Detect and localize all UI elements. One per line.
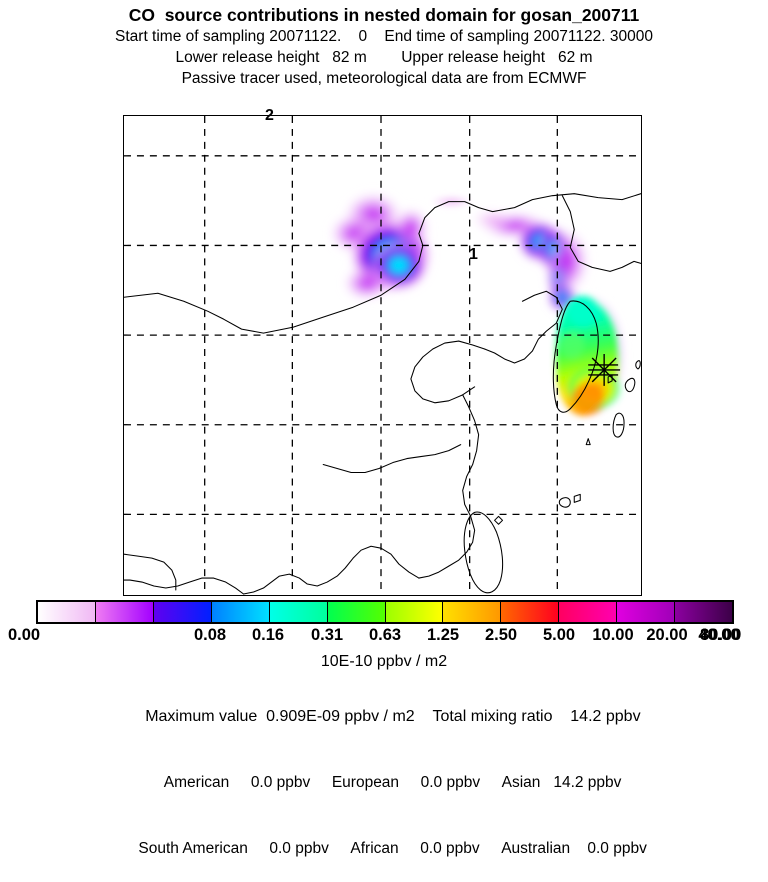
contrib-value-australian: 0.0 ppbv [587,840,647,857]
colorbar-gradient-strip[interactable] [36,600,734,624]
colorbar[interactable] [36,600,734,624]
colorbar-segment-1[interactable] [95,602,154,622]
map-canvas [124,116,641,595]
colorbar-segment-9[interactable] [559,602,618,622]
contrib-value-european: 0.0 ppbv [420,774,481,791]
sampling-time-line: Start time of sampling 20071122. 0 End t… [115,28,653,45]
gridline-label-2: 2 [265,107,274,124]
colorbar-tick-labels: 0.00 0.08 0.16 0.31 0.63 1.25 2.50 5.00 10.00 20.… [0,626,768,646]
total-mixing-ratio-label: Total mixing ratio [432,708,553,725]
colorbar-tick-1: 0.08 [193,626,227,644]
colorbar-tick-9: 20.00 [646,626,688,644]
contrib-value-south-american: 0.0 ppbv [269,840,329,857]
footer-row-summary: Maximum value 0.909E-09 ppbv / m2 Total … [0,684,768,750]
star-marker[interactable] [588,354,621,386]
colorbar-tick-3: 0.31 [310,626,344,644]
contrib-value-american: 0.0 ppbv [250,774,311,791]
colorbar-segment-3[interactable] [211,602,270,622]
colorbar-segment-7[interactable] [443,602,502,622]
max-value-label: Maximum value [145,708,258,725]
colorbar-tick-2: 0.16 [251,626,285,644]
colorbar-tick-7: 5.00 [542,626,576,644]
colorbar-tick-6: 2.50 [484,626,518,644]
footer-row-contrib-1: American 0.0 ppbv European 0.0 ppbv Asia… [0,750,768,816]
colorbar-tick-11: 80.00 [700,626,742,644]
header: CO source contributions in nested domain… [0,0,768,89]
contrib-label-south-american: South American [138,840,248,857]
release-height-line: Lower release height 82 m Upper release … [175,49,593,66]
footer-statistics: Maximum value 0.909E-09 ppbv / m2 Total … [0,684,768,882]
colorbar-segment-11[interactable] [675,602,733,622]
contrib-label-australian: Australian [501,840,571,857]
colorbar-tick-5: 1.25 [426,626,460,644]
footer-row-contrib-2: South American 0.0 ppbv African 0.0 ppbv… [0,816,768,882]
colorbar-segment-8[interactable] [501,602,560,622]
colorbar-segment-10[interactable] [617,602,676,622]
concentration-field [329,191,629,419]
contrib-value-asian: 14.2 ppbv [553,774,622,791]
colorbar-segment-0[interactable] [38,602,96,622]
gridline-label-1: 1 [469,246,478,263]
colorbar-tick-4: 0.63 [368,626,402,644]
contrib-label-african: African [350,840,399,857]
page-title: CO source contributions in nested domain… [128,5,640,25]
colorbar-tick-8: 10.00 [592,626,634,644]
max-value: 0.909E-09 ppbv / m2 [266,708,415,725]
gridlines [124,116,641,595]
colorbar-unit-label: 10E-10 ppbv / m2 [320,653,448,670]
tracer-meteorology-line: Passive tracer used, meteorological data… [181,70,587,87]
colorbar-segment-6[interactable] [385,602,444,622]
colorbar-segment-4[interactable] [269,602,328,622]
map-panel[interactable] [123,115,642,596]
contrib-label-european: European [331,774,400,791]
total-mixing-ratio-value: 14.2 ppbv [570,708,641,725]
contrib-label-asian: Asian [501,774,541,791]
colorbar-tick-0: 0.00 [8,626,41,644]
colorbar-tick-10: 40.00 [698,626,740,644]
colorbar-segment-5[interactable] [327,602,386,622]
coastline-layer [124,193,641,595]
contrib-label-american: American [163,774,230,791]
colorbar-segment-2[interactable] [153,602,212,622]
contrib-value-african: 0.0 ppbv [420,840,480,857]
